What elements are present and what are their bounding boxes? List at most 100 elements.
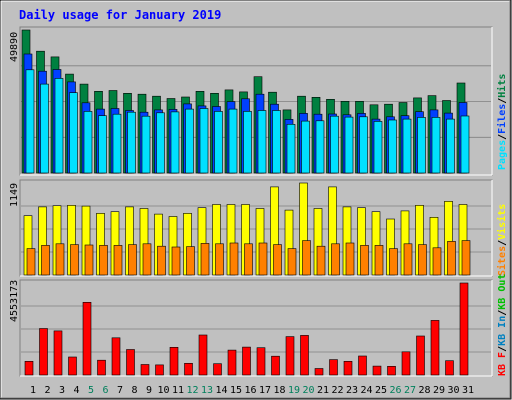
x-tick-label: 12: [186, 385, 198, 396]
bar-kb-day-16: [242, 346, 251, 376]
x-tick-label: 10: [157, 385, 169, 396]
bar-sites-day-31: [461, 240, 471, 276]
bar-kb-day-15: [227, 349, 237, 376]
bar-kb-day-23: [343, 360, 353, 376]
bar-pages-day-12: [185, 108, 194, 174]
x-tick-label: 3: [59, 385, 65, 396]
bar-sites-day-8: [128, 244, 137, 276]
hits-ymax-label: 49890: [9, 32, 20, 62]
visits-ymax-label: 1149: [9, 183, 20, 207]
x-tick-label: 22: [331, 385, 343, 396]
bar-sites-day-5: [84, 244, 94, 276]
bar-sites-day-17: [258, 242, 268, 276]
bar-kb-day-19: [285, 336, 295, 376]
bar-kb-day-13: [198, 334, 208, 376]
x-tick-label: 4: [73, 385, 79, 396]
bar-kb-day-25: [372, 365, 382, 376]
bar-pages-day-29: [431, 117, 441, 174]
bar-pages-day-13: [199, 108, 209, 174]
bar-kb-day-14: [213, 363, 222, 376]
bar-sites-day-2: [41, 245, 50, 276]
x-tick-label: 25: [375, 385, 387, 396]
bar-pages-day-22: [330, 115, 339, 174]
x-tick-label: 5: [88, 385, 94, 396]
bar-pages-day-26: [388, 119, 397, 174]
x-tick-label: 11: [172, 385, 184, 396]
bar-sites-day-30: [447, 241, 456, 276]
bar-pages-day-14: [214, 111, 223, 174]
bar-sites-day-15: [229, 242, 239, 276]
bar-pages-day-15: [228, 108, 238, 174]
bar-pages-day-25: [373, 121, 383, 174]
x-tick-label: 14: [215, 385, 227, 396]
bar-kb-day-2: [39, 328, 48, 376]
bar-sites-day-25: [374, 245, 384, 276]
kbytes-ymax-label: 4553173: [9, 280, 20, 322]
x-tick-label: 28: [418, 385, 430, 396]
bar-pages-day-9: [141, 115, 151, 174]
legend-hits-panel: Pages/Files/Hits: [496, 74, 508, 170]
bar-sites-day-19: [287, 248, 297, 276]
bar-kb-day-3: [53, 330, 63, 376]
x-tick-label: 7: [117, 385, 123, 396]
bar-sites-day-28: [418, 244, 427, 276]
bar-kb-day-6: [97, 359, 106, 376]
bar-kb-day-22: [329, 359, 338, 376]
bar-pages-day-3: [54, 78, 64, 174]
bar-kb-day-18: [271, 355, 280, 376]
bar-pages-day-7: [112, 113, 122, 174]
bar-pages-day-16: [243, 111, 252, 174]
bar-pages-day-27: [402, 118, 412, 174]
bar-pages-day-6: [98, 115, 107, 174]
x-tick-label: 20: [302, 385, 314, 396]
bar-pages-day-2: [40, 83, 49, 174]
x-tick-label: 19: [288, 385, 300, 396]
bar-pages-day-19: [286, 124, 296, 174]
bar-kb-day-26: [387, 365, 396, 376]
x-tick-label: 2: [44, 385, 50, 396]
svg-text:KB F/KB In/KB Out: KB F/KB In/KB Out: [497, 274, 508, 376]
bar-sites-day-10: [157, 245, 166, 276]
x-tick-label: 21: [317, 385, 329, 396]
legend-hits: Hits: [496, 74, 508, 98]
bar-kb-day-5: [82, 301, 92, 376]
legend-files: Files: [496, 104, 508, 134]
x-tick-label: 15: [230, 385, 242, 396]
bar-sites-day-6: [99, 245, 108, 276]
bar-sites-day-21: [316, 245, 326, 276]
bar-pages-day-24: [359, 116, 368, 174]
bar-sites-day-26: [389, 248, 398, 276]
legend-visits: Visits: [496, 204, 508, 240]
bar-kb-day-28: [416, 335, 425, 376]
bar-pages-day-18: [272, 110, 281, 174]
bar-pages-day-21: [315, 120, 325, 174]
bar-sites-day-23: [345, 242, 355, 276]
legend-kb-out: KB Out: [497, 274, 508, 310]
bar-pages-day-30: [446, 118, 455, 174]
x-tick-label: 9: [146, 385, 152, 396]
bar-sites-day-22: [331, 243, 340, 276]
bar-sites-day-12: [186, 246, 195, 276]
bar-kb-day-12: [184, 362, 193, 376]
x-tick-label: 29: [433, 385, 445, 396]
bar-pages-day-5: [83, 111, 93, 174]
bar-kb-day-11: [169, 346, 179, 376]
x-tick-label: 30: [447, 385, 459, 396]
x-tick-label: 1: [30, 385, 36, 396]
bar-pages-day-10: [156, 112, 165, 174]
svg-text:Sites/Visits: Sites/Visits: [496, 204, 508, 276]
x-tick-label: 13: [201, 385, 213, 396]
bar-sites-day-7: [113, 245, 123, 276]
bar-sites-day-20: [302, 240, 311, 276]
bar-pages-day-1: [25, 69, 35, 174]
x-tick-label: 27: [404, 385, 416, 396]
bar-kb-day-20: [300, 335, 309, 376]
bar-pages-day-28: [417, 117, 426, 174]
legend-kb-in: KB In: [497, 316, 508, 346]
bar-sites-day-14: [215, 243, 224, 276]
bar-sites-day-9: [142, 243, 152, 276]
bar-sites-day-18: [273, 244, 282, 276]
bar-pages-day-8: [127, 111, 136, 174]
x-tick-label: 24: [360, 385, 372, 396]
